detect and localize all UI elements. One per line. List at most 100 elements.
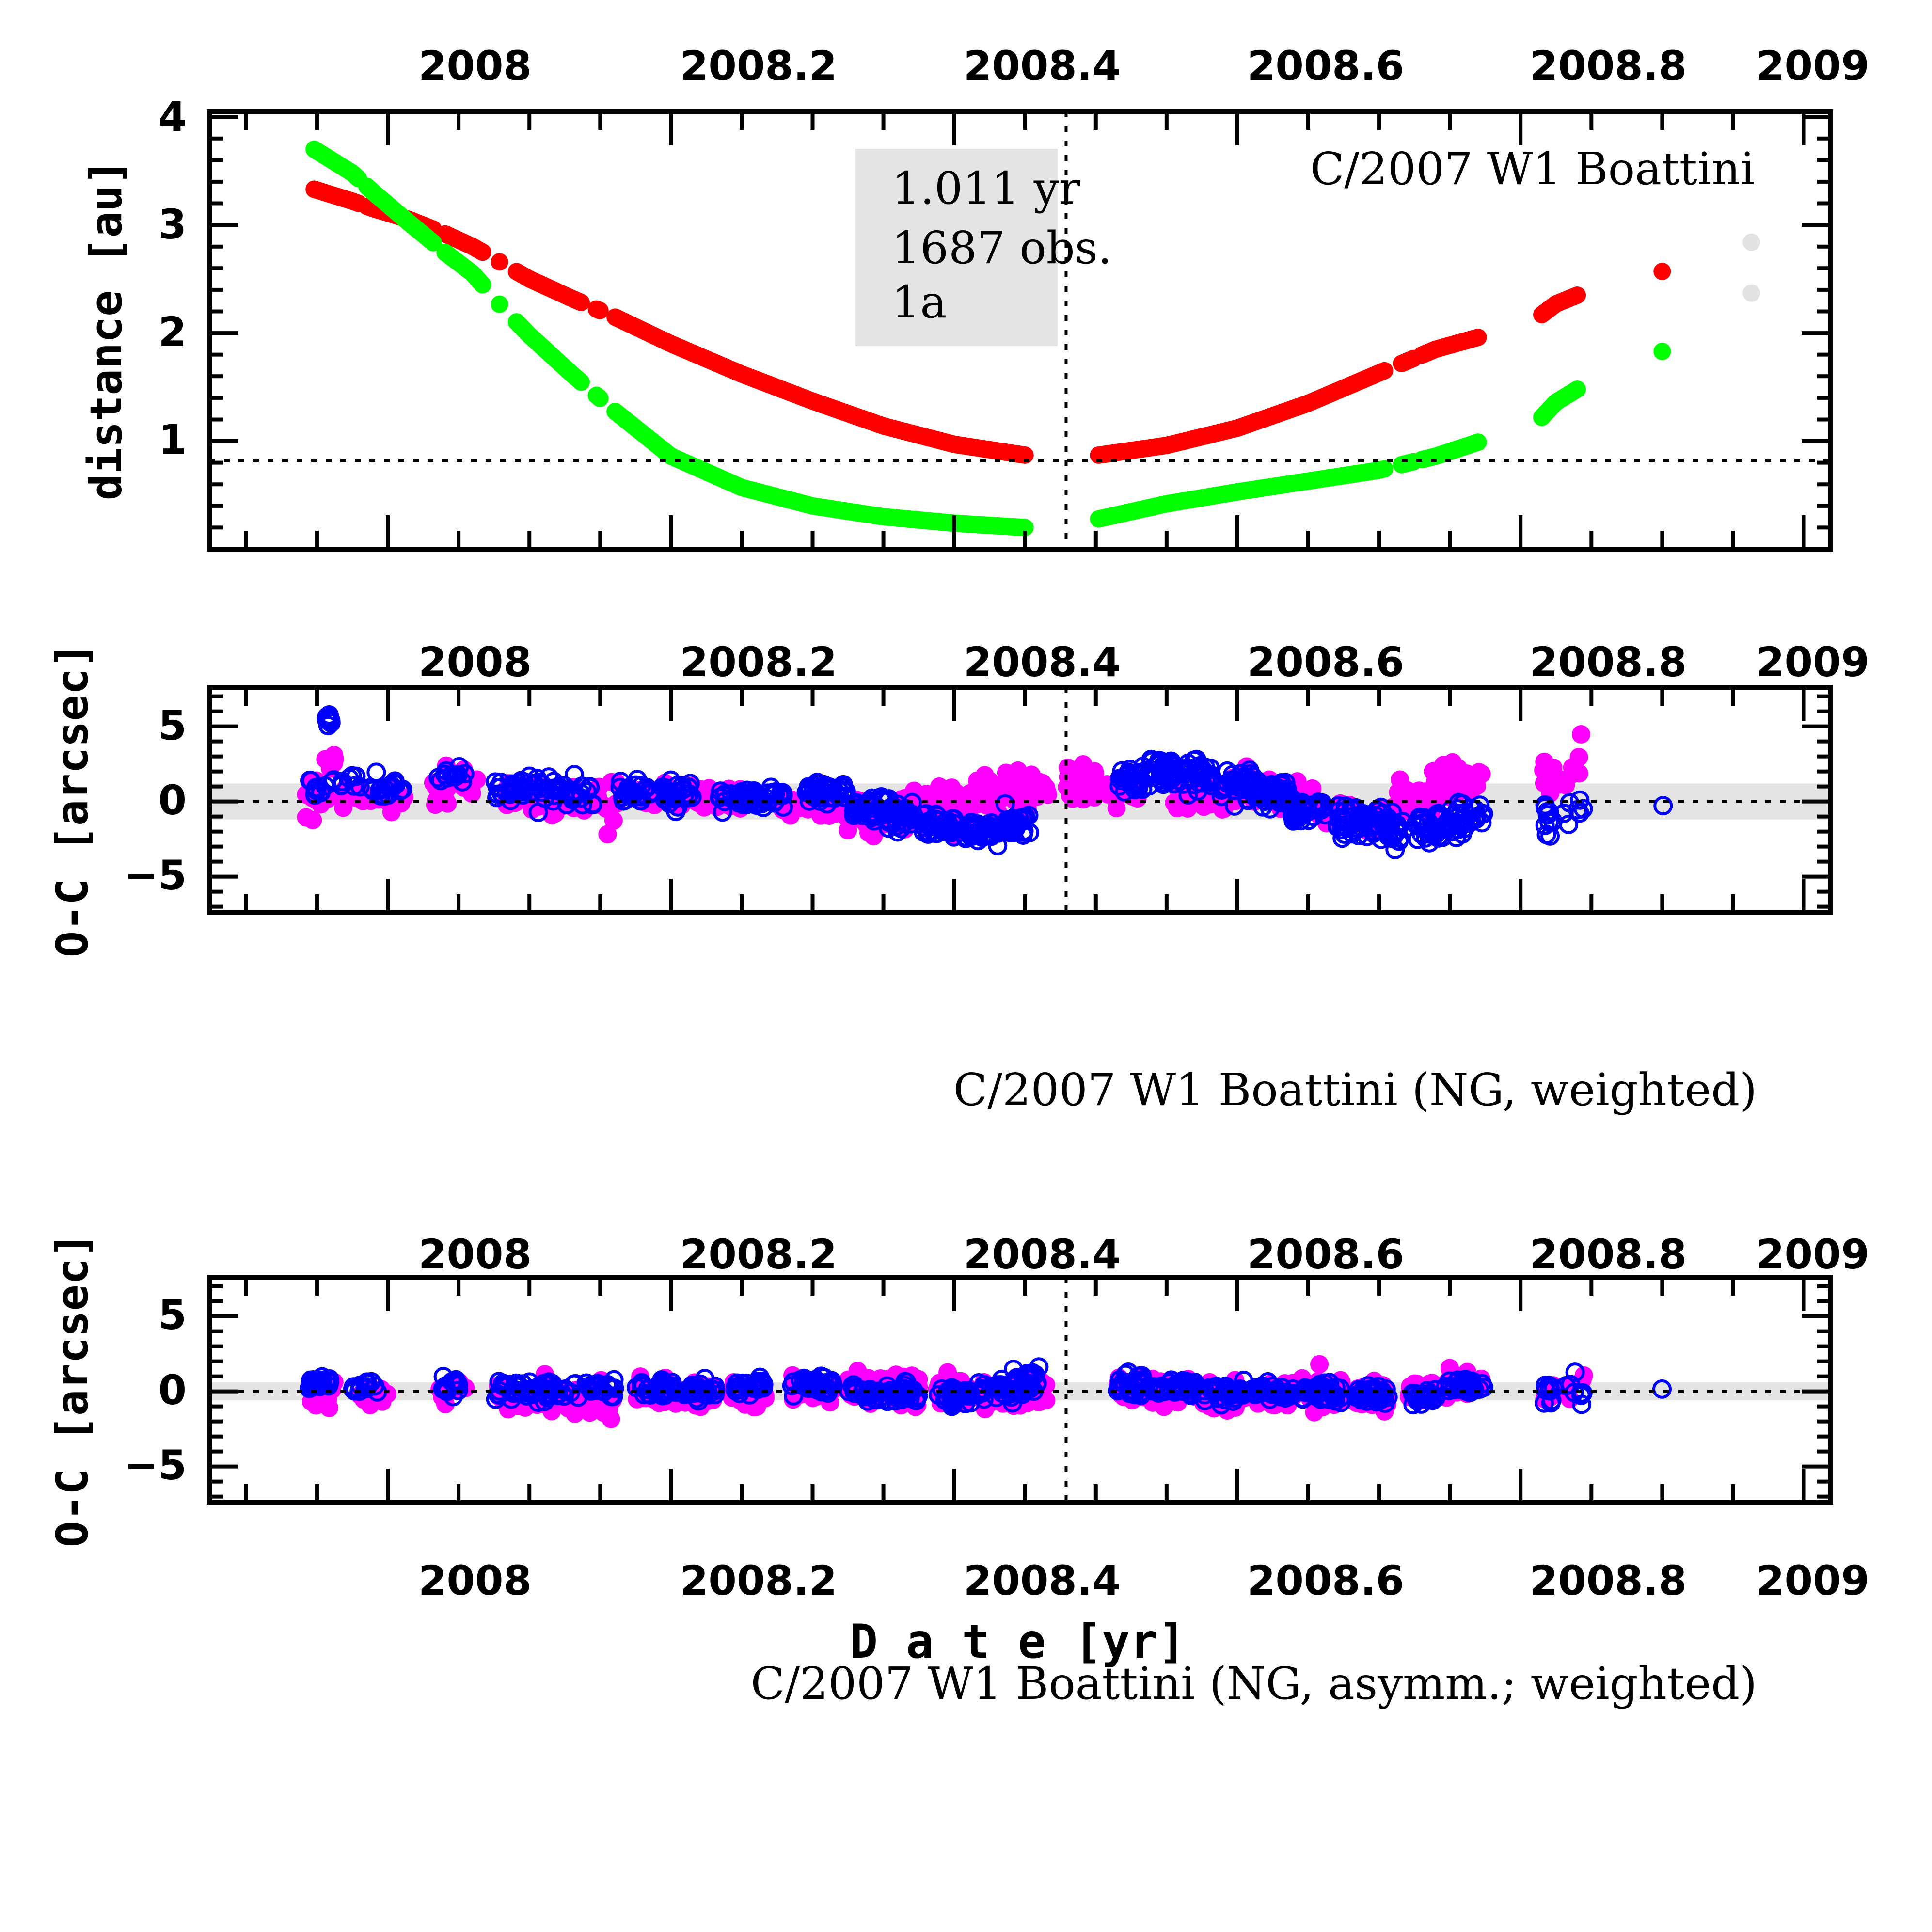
data-point	[829, 781, 849, 801]
data-point	[1376, 362, 1394, 380]
data-point	[446, 766, 466, 786]
data-point	[750, 793, 770, 813]
x-tick-label: 2008.4	[964, 1231, 1121, 1278]
y-axis-title: distance [au]	[81, 159, 132, 500]
data-point	[710, 787, 730, 807]
data-point	[591, 389, 609, 407]
x-tick-label: 2009	[1756, 1231, 1869, 1278]
data-point	[773, 785, 793, 805]
data-point	[942, 809, 962, 829]
x-tick-label: 2008.6	[1247, 42, 1404, 90]
x-tick-label: 2008.4	[964, 42, 1121, 90]
data-point	[591, 301, 609, 319]
data-point	[436, 761, 456, 781]
series-future-positions	[1742, 233, 1760, 302]
info-box: 1.011 yr 1687 obs.1a	[855, 149, 1112, 346]
data-point	[930, 811, 950, 831]
series-heliocentric-distance	[305, 180, 1671, 464]
x-tick-label: 2008.6	[1247, 1231, 1404, 1278]
x-tick-label: 2008.6	[1247, 638, 1404, 686]
data-point	[496, 782, 516, 802]
data-point	[1038, 785, 1057, 804]
data-point	[1085, 762, 1104, 781]
data-point	[424, 234, 442, 252]
data-point	[1469, 328, 1487, 346]
data-point	[810, 791, 830, 811]
y-tick-label: 2	[158, 308, 187, 356]
x-tick-label: 2008.4	[964, 1557, 1121, 1604]
x-tick-label: 2008.8	[1530, 1557, 1687, 1604]
data-point	[320, 1398, 339, 1417]
data-point	[632, 776, 651, 795]
data-point	[487, 788, 507, 808]
info-quality-class: 1a	[892, 276, 947, 328]
data-point	[1563, 764, 1582, 783]
x-tick-label: 2008.8	[1530, 638, 1687, 686]
data-point	[1469, 433, 1487, 451]
data-point	[1058, 758, 1077, 777]
chart-title: C/2007 W1 Boattini	[1310, 143, 1755, 195]
y-tick-label: 5	[158, 702, 187, 749]
data-point	[929, 787, 948, 806]
x-tick-label: 2008.2	[680, 42, 837, 90]
y-tick-label: 3	[158, 201, 187, 248]
y-tick-label: 0	[158, 1366, 187, 1414]
data-point	[390, 781, 410, 801]
y-tick-label: −5	[124, 1441, 187, 1489]
data-point	[366, 762, 386, 782]
y-tick-label: 1	[158, 416, 187, 463]
x-tick-label: 2008.8	[1530, 42, 1687, 90]
data-point	[746, 783, 766, 803]
data-point	[995, 794, 1015, 814]
y-tick-label: 0	[158, 776, 187, 824]
oc-ng-asymm-weighted-panel: 2008 2008.2 2008.4 2008.6 2008.8 2009 2008 200…	[47, 1231, 1869, 1710]
data-point	[1568, 286, 1586, 304]
data-point	[1653, 262, 1671, 280]
chart-title: C/2007 W1 Boattini (NG, weighted)	[953, 1064, 1757, 1116]
data-point	[334, 798, 353, 817]
data-point	[303, 810, 322, 829]
data-point	[1742, 284, 1760, 302]
x-tick-label: 2008	[418, 1557, 532, 1604]
x-tick-label: 2008	[418, 42, 532, 90]
y-tick-label: 5	[158, 1291, 187, 1339]
x-tick-labels-top: 2008 2008.2 2008.4 2008.6 2008.8 2009	[418, 638, 1869, 686]
data-point	[317, 710, 336, 730]
data-point	[572, 294, 590, 312]
x-tick-label: 2008	[418, 1231, 532, 1278]
data-point	[1568, 380, 1586, 398]
y-tick-label: 4	[158, 93, 187, 141]
data-point	[1456, 779, 1475, 798]
data-point	[886, 816, 906, 836]
data-point	[571, 788, 591, 808]
x-tick-label: 2008.2	[680, 638, 837, 686]
data-point	[620, 786, 640, 806]
x-tick-labels-top: 2008 2008.2 2008.4 2008.6 2008.8 2009	[418, 1231, 1869, 1278]
data-point	[656, 790, 676, 810]
data-point	[1059, 774, 1078, 792]
data-point	[711, 781, 730, 801]
axis-ticks	[209, 111, 1831, 551]
data-point	[1535, 752, 1554, 771]
data-point	[1426, 775, 1445, 794]
x-tick-label: 2009	[1756, 42, 1869, 90]
data-point	[325, 745, 344, 764]
data-series	[297, 705, 1673, 859]
data-point	[332, 775, 352, 795]
oc-ng-weighted-panel: 2008 2008.2 2008.4 2008.6 2008.8 2009 5 0 −5 O-C…	[47, 638, 1869, 1116]
distance-panel: 2008 2008.2 2008.4 2008.6 2008.8 2009 1.011 y…	[81, 42, 1869, 552]
data-point	[1653, 342, 1671, 360]
info-box-background	[855, 149, 1058, 346]
data-point	[598, 825, 617, 844]
data-point	[474, 276, 491, 294]
y-axis-title: O-C [arcsec]	[47, 642, 98, 957]
data-point	[572, 373, 590, 391]
data-point	[971, 822, 991, 841]
data-point	[1434, 756, 1453, 775]
data-point	[1107, 799, 1126, 818]
data-point	[528, 772, 548, 792]
data-point	[474, 243, 491, 261]
data-point	[995, 776, 1014, 794]
data-point	[604, 811, 623, 830]
